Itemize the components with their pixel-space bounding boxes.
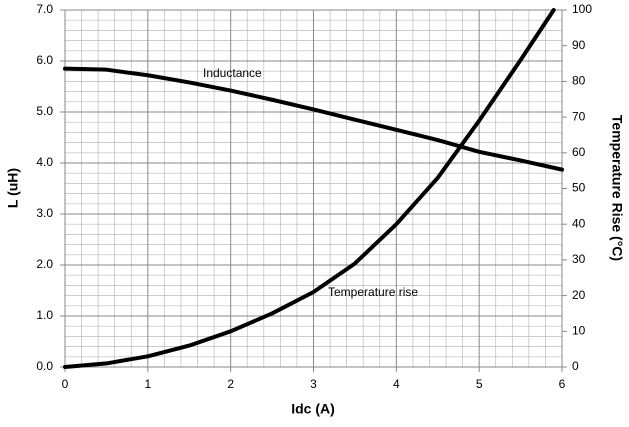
plot-frame <box>64 9 563 368</box>
y2-tick-label: 30 <box>572 252 586 266</box>
y2-tick-label: 100 <box>572 2 592 16</box>
y-tick-label: 1.0 <box>36 308 53 322</box>
x-tick-label: 2 <box>227 377 234 391</box>
y2-tick-label: 50 <box>572 181 586 195</box>
y2-tick-label: 0 <box>572 359 579 373</box>
x-tick-label: 3 <box>310 377 317 391</box>
y-tick-label: 5.0 <box>36 104 53 118</box>
y2-tick-label: 40 <box>572 216 586 230</box>
y-tick-label: 6.0 <box>36 53 53 67</box>
y2-tick-label: 70 <box>572 109 586 123</box>
y-tick-label: 7.0 <box>36 2 53 16</box>
y2-tick-label: 10 <box>572 323 586 337</box>
x-tick-label: 1 <box>144 377 151 391</box>
series-line <box>63 66 564 172</box>
y2-axis-title: Temperature Rise (°C) <box>609 115 625 261</box>
x-tick-label: 4 <box>393 377 400 391</box>
x-tick-label: 5 <box>476 377 483 391</box>
y2-tick-label: 80 <box>572 74 586 88</box>
y2-tick-label: 60 <box>572 145 586 159</box>
x-tick-label: 0 <box>62 377 69 391</box>
annotation: Temperature rise <box>328 285 418 299</box>
y-tick-label: 4.0 <box>36 155 53 169</box>
y-tick-label: 3.0 <box>36 206 53 220</box>
y2-tick-label: 90 <box>572 38 586 52</box>
y-tick-label: 0.0 <box>36 359 53 373</box>
y2-tick-label: 20 <box>572 288 586 302</box>
x-axis-title: Idc (A) <box>291 401 335 417</box>
y-tick-label: 2.0 <box>36 257 53 271</box>
y-axis-title: L (uH) <box>5 168 21 208</box>
series-line <box>63 8 556 369</box>
x-tick-label: 6 <box>559 377 566 391</box>
annotation: Inductance <box>203 66 262 80</box>
